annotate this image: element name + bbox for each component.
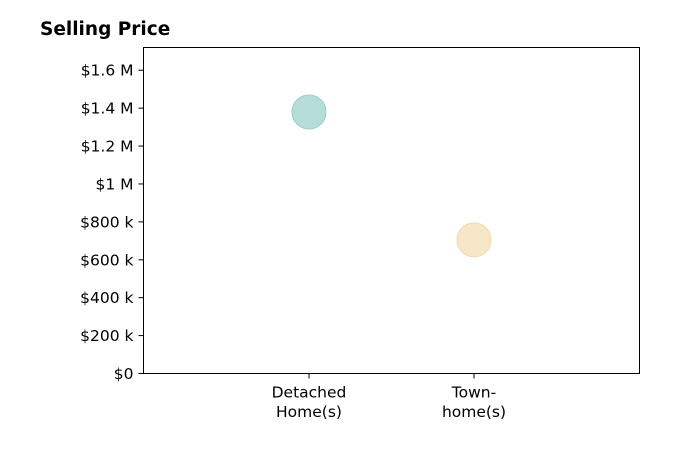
y-axis: $0 $200 k $400 k $600 k $800 k $1 M $1.2 M $1.4… xyxy=(80,62,144,383)
y-tick-label: $1.4 M xyxy=(81,100,134,118)
x-tick-label: Home(s) xyxy=(276,403,342,421)
y-tick-label: $0 xyxy=(114,365,134,383)
data-point xyxy=(456,222,492,258)
y-tick-label: $800 k xyxy=(80,213,133,231)
data-point xyxy=(291,94,327,130)
y-tick-label: $400 k xyxy=(80,289,133,307)
x-tick-label: Detached xyxy=(272,384,347,402)
x-tick-label: home(s) xyxy=(442,403,506,421)
y-tick-label: $1 M xyxy=(95,175,133,193)
y-tick-label: $200 k xyxy=(80,327,133,345)
data-points xyxy=(291,94,492,258)
y-tick-label: $600 k xyxy=(80,251,133,269)
plot-area-frame xyxy=(143,47,640,374)
y-tick-label: $1.2 M xyxy=(81,138,134,156)
chart-title: Selling Price xyxy=(40,19,170,40)
x-tick-label: Town- xyxy=(451,384,496,402)
y-tick-label: $1.6 M xyxy=(81,62,134,80)
